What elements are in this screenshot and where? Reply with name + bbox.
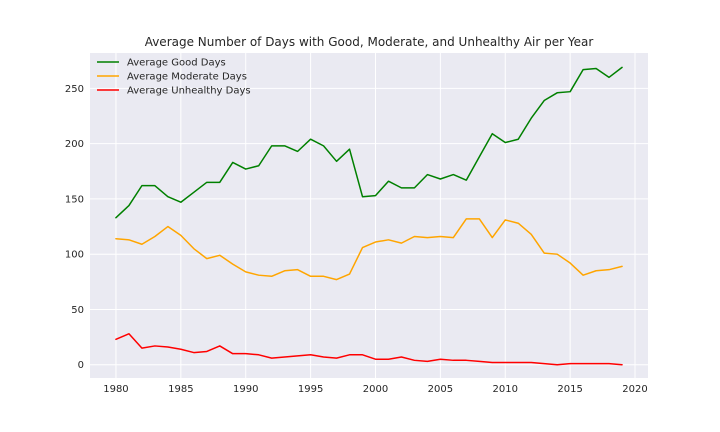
y-tick-label: 150: [65, 194, 84, 205]
y-tick-label: 0: [78, 360, 84, 371]
y-tick-label: 200: [65, 139, 84, 150]
series-line-average-good-days: [115, 66, 623, 219]
plot-area: [90, 53, 648, 378]
chart-title: Average Number of Days with Good, Modera…: [145, 35, 594, 49]
legend: Average Good Days Average Moderate Days Av…: [97, 58, 251, 97]
legend-label: Average Unhealthy Days: [127, 86, 251, 97]
x-tick-label: 2020: [622, 384, 647, 395]
legend-label: Average Moderate Days: [127, 72, 247, 83]
series-group: [115, 66, 623, 366]
series-line-average-moderate-days: [115, 218, 623, 281]
y-tick-label: 50: [71, 305, 84, 316]
legend-label: Average Good Days: [127, 58, 226, 69]
x-tick-label: 2000: [363, 384, 388, 395]
x-tick-label: 1995: [298, 384, 323, 395]
x-tick-label: 2015: [557, 384, 582, 395]
y-tick-label: 250: [65, 84, 84, 95]
x-tick-label: 2005: [428, 384, 453, 395]
x-tick-label: 2010: [493, 384, 518, 395]
tick-labels: 1980 1985 1990 1995 2000 2005 2010 2015 2020 0 50 1…: [65, 84, 648, 395]
x-tick-label: 1980: [103, 384, 128, 395]
x-tick-label: 1990: [233, 384, 258, 395]
y-tick-label: 100: [65, 250, 84, 261]
series-line-average-unhealthy-days: [115, 333, 623, 366]
x-tick-label: 1985: [168, 384, 193, 395]
